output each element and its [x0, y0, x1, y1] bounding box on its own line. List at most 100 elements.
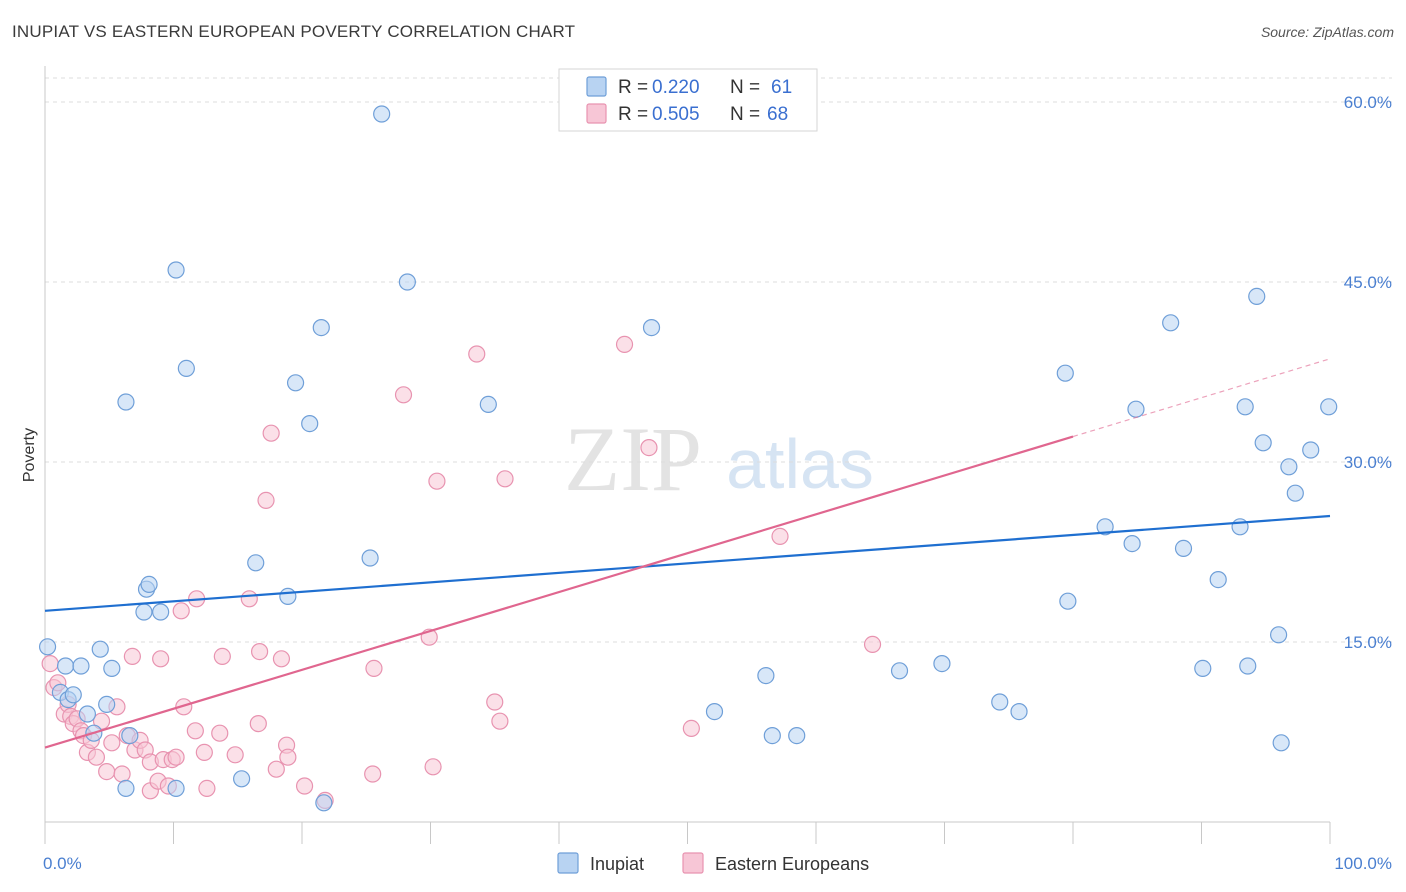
eastern-point: [863, 635, 882, 654]
inupiat-point: [286, 374, 305, 392]
source-label: Source: ZipAtlas.com: [1260, 24, 1394, 40]
inupiat-point: [98, 695, 116, 714]
legend-n-value-1: 61: [771, 77, 792, 98]
inupiat-point: [1320, 398, 1338, 416]
y-tick-label: 45.0%: [1344, 273, 1392, 292]
inupiat-point: [1174, 539, 1193, 558]
eastern-point: [172, 602, 190, 620]
inupiat-point: [1056, 364, 1074, 382]
inupiat-point: [1010, 702, 1028, 721]
eastern-point: [240, 590, 258, 608]
inupiat-point: [757, 666, 775, 685]
watermark-atlas: atlas: [726, 425, 874, 503]
y-tick-label: 15.0%: [1344, 633, 1392, 652]
inupiat-point: [135, 603, 153, 621]
legend-n-label-1: N =: [730, 77, 760, 98]
grid: [45, 77, 1392, 643]
eastern-trend-line-extension: [1072, 358, 1331, 438]
inupiat-point: [1123, 534, 1141, 553]
legend-swatch-eastern: [586, 103, 607, 124]
inupiat-point: [121, 726, 139, 745]
legend-swatch-inupiat: [586, 76, 607, 97]
inupiat-point: [117, 779, 135, 798]
inupiat-point: [279, 587, 297, 606]
eastern-point: [491, 712, 509, 730]
eastern-point: [152, 650, 170, 668]
eastern-point: [682, 719, 700, 738]
eastern-point: [198, 779, 216, 798]
eastern-point: [98, 762, 116, 781]
inupiat-point: [140, 575, 158, 594]
eastern-point: [468, 345, 486, 363]
bottom-legend-label-inupiat: Inupiat: [590, 854, 644, 874]
eastern-point: [103, 734, 121, 752]
eastern-point: [213, 647, 231, 666]
inupiat-point: [890, 662, 909, 680]
eastern-point: [257, 491, 275, 509]
bottom-legend-swatch-eastern: [682, 852, 704, 874]
inupiat-point: [315, 794, 333, 812]
inupiat-point: [167, 779, 185, 798]
eastern-point: [279, 748, 297, 766]
eastern-point: [226, 746, 244, 764]
legend: R = 0.220 N = 61 R = 0.505 N = 68: [558, 68, 818, 132]
inupiat-point: [177, 359, 195, 377]
eastern-point: [167, 748, 185, 766]
x-tick-label: 0.0%: [43, 854, 82, 873]
series-inupiat: [38, 105, 1338, 812]
inupiat-point: [642, 319, 661, 337]
inupiat-point: [933, 654, 951, 673]
inupiat-point: [312, 319, 330, 337]
eastern-point: [267, 760, 285, 778]
eastern-point: [272, 650, 291, 668]
axes: [44, 66, 1331, 844]
inupiat-point: [1209, 570, 1227, 589]
inupiat-point: [788, 726, 806, 745]
inupiat-point: [1280, 458, 1298, 476]
bottom-legend-swatch-inupiat: [557, 852, 579, 874]
series-eastern-europeans: [41, 335, 882, 810]
inupiat-point: [1248, 287, 1266, 305]
y-tick-label: 30.0%: [1344, 453, 1392, 472]
watermark: ZIP atlas: [564, 408, 874, 510]
eastern-point: [424, 758, 442, 776]
chart-title: INUPIAT VS EASTERN EUROPEAN POVERTY CORR…: [12, 22, 576, 41]
eastern-point: [640, 439, 658, 457]
inupiat-point: [373, 105, 391, 123]
inupiat-trend-line: [44, 514, 1331, 612]
inupiat-point: [1162, 314, 1180, 332]
inupiat-point: [398, 273, 416, 291]
y-axis-label: Poverty: [21, 428, 38, 482]
inupiat-point: [78, 705, 97, 723]
eastern-point: [92, 712, 111, 730]
eastern-point: [113, 765, 131, 783]
inupiat-point: [1302, 441, 1320, 459]
legend-r-label-1: R =: [618, 77, 648, 98]
inupiat-point: [103, 659, 121, 678]
inupiat-point: [1127, 400, 1145, 418]
inupiat-point: [233, 770, 251, 788]
eastern-point: [771, 527, 789, 546]
eastern-point: [87, 748, 106, 766]
inupiat-point: [91, 640, 109, 658]
eastern-point: [295, 777, 314, 795]
watermark-zip: ZIP: [564, 408, 702, 510]
eastern-point: [175, 698, 193, 716]
inupiat-point: [361, 549, 379, 567]
eastern-point: [249, 714, 267, 733]
bottom-legend: Inupiat Eastern Europeans: [557, 852, 869, 874]
eastern-point: [250, 642, 269, 661]
inupiat-point: [1194, 659, 1212, 678]
inupiat-point: [167, 261, 185, 279]
inupiat-point: [1272, 734, 1290, 752]
inupiat-point: [247, 554, 265, 572]
legend-r-label-2: R =: [618, 104, 648, 125]
inupiat-point: [1269, 626, 1288, 644]
legend-n-value-2: 68: [767, 104, 788, 125]
eastern-point: [211, 724, 229, 742]
y-tick-label: 60.0%: [1344, 93, 1392, 112]
inupiat-point: [64, 686, 82, 704]
trend-lines: [44, 358, 1331, 749]
x-tick-label: 100.0%: [1334, 854, 1392, 873]
